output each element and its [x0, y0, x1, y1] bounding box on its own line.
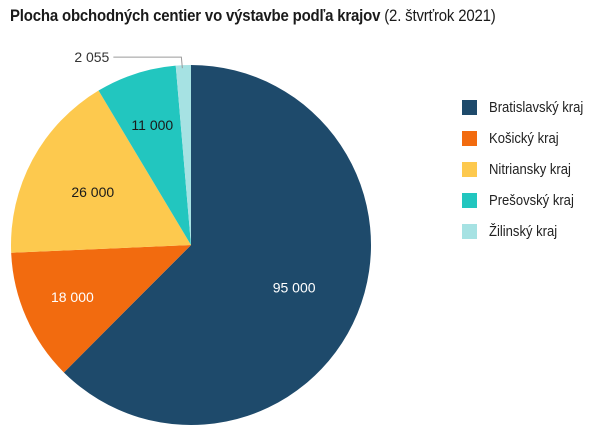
- pie-slice: [175, 65, 191, 245]
- legend-swatch: [462, 193, 477, 208]
- legend-item-presovsky: Prešovský kraj: [462, 185, 594, 216]
- slice-data-label: 2 055: [74, 49, 109, 65]
- legend-label: Bratislavský kraj: [489, 99, 584, 116]
- pie-slice: [98, 65, 191, 245]
- chart-subtitle: (2. štvrťrok 2021): [384, 6, 496, 25]
- chart-title: Plocha obchodných centier vo výstavbe po…: [10, 6, 496, 26]
- legend-item-nitriansky: Nitriansky kraj: [462, 154, 594, 185]
- legend-swatch: [462, 131, 477, 146]
- legend-label: Nitriansky kraj: [489, 161, 571, 178]
- pie-slice: [63, 65, 371, 425]
- legend-swatch: [462, 100, 477, 115]
- legend-label: Prešovský kraj: [489, 192, 574, 209]
- pie-slice: [11, 245, 191, 373]
- legend-swatch: [462, 224, 477, 239]
- slice-data-label: 18 000: [51, 289, 94, 305]
- legend-item-bratislavsky: Bratislavský kraj: [462, 92, 594, 123]
- pie-slice: [11, 90, 192, 253]
- legend-label: Žilinský kraj: [489, 223, 558, 240]
- slice-data-label: 11 000: [131, 117, 173, 133]
- chart-title-main: Plocha obchodných centier vo výstavbe po…: [10, 6, 381, 25]
- leader-line: [113, 56, 183, 69]
- legend-label: Košický kraj: [489, 130, 559, 147]
- legend-swatch: [462, 162, 477, 177]
- legend: Bratislavský kraj Košický kraj Nitriansk…: [462, 92, 594, 247]
- slice-data-label: 95 000: [273, 280, 316, 296]
- legend-item-zilinsky: Žilinský kraj: [462, 216, 594, 247]
- legend-item-kosicky: Košický kraj: [462, 123, 594, 154]
- slice-data-label: 26 000: [71, 184, 114, 200]
